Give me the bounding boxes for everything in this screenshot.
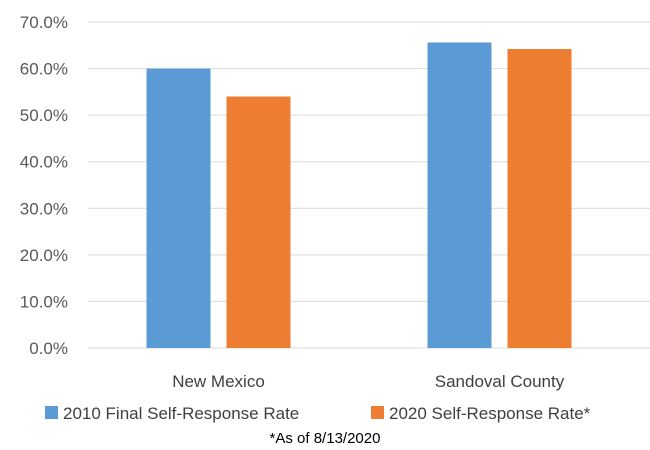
bar-2010-sandoval-county: [427, 42, 492, 349]
x-category-label: New Mexico: [172, 372, 265, 391]
y-tick-label: 50.0%: [20, 106, 68, 125]
legend: 2010 Final Self-Response Rate 2020 Self-R…: [45, 404, 591, 423]
legend-swatch: [45, 406, 58, 419]
legend-label: 2020 Self-Response Rate*: [389, 404, 591, 423]
y-tick-label: 0.0%: [29, 339, 68, 358]
y-tick-label: 40.0%: [20, 153, 68, 172]
chart-annotation: *As of 8/13/2020: [270, 430, 381, 447]
legend-label: 2010 Final Self-Response Rate: [63, 404, 299, 423]
bar-2020-sandoval-county: [507, 49, 572, 349]
y-tick-label: 70.0%: [20, 13, 68, 32]
bars: [146, 42, 572, 349]
y-tick-label: 20.0%: [20, 246, 68, 265]
legend-swatch: [371, 406, 384, 419]
y-tick-label: 10.0%: [20, 292, 68, 311]
y-tick-label: 60.0%: [20, 60, 68, 79]
bar-2010-new-mexico: [146, 68, 211, 349]
x-category-label: Sandoval County: [435, 372, 565, 391]
bar-2020-new-mexico: [226, 96, 291, 348]
x-axis-categories: New Mexico Sandoval County: [172, 372, 565, 391]
y-tick-label: 30.0%: [20, 199, 68, 218]
y-axis-ticks: 0.0% 10.0% 20.0% 30.0% 40.0% 50.0% 60.0% 70.0%: [20, 13, 68, 358]
